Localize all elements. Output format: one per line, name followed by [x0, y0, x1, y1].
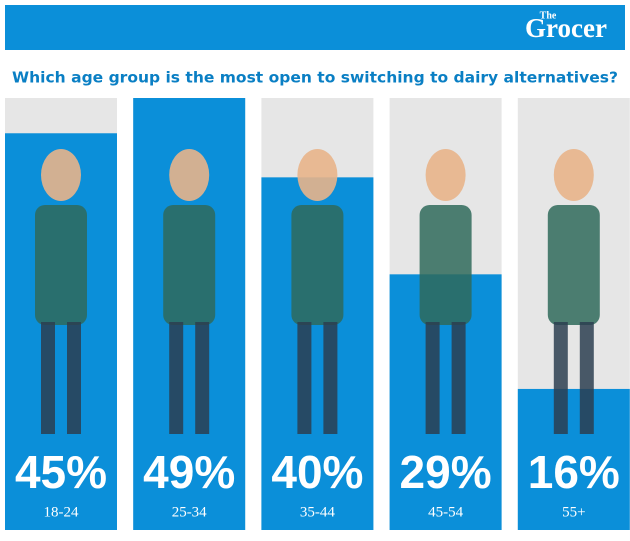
figure-leg: [425, 322, 440, 434]
value-label: 49%: [143, 446, 235, 498]
x-tick-label: 45-54: [428, 504, 463, 520]
value-label: 45%: [15, 446, 107, 498]
figure-leg: [169, 322, 184, 434]
x-tick-label: 35-44: [300, 504, 335, 520]
figure-leg: [323, 322, 338, 434]
figure-leg: [579, 322, 594, 434]
bar: [517, 388, 630, 530]
brand: Grocer: [525, 13, 607, 43]
figure-body: [419, 205, 472, 325]
value-label: 40%: [271, 446, 363, 498]
figure-leg: [553, 322, 568, 434]
figure-leg: [41, 322, 55, 434]
brand-prefix: The: [540, 10, 557, 21]
figure-leg: [195, 322, 210, 434]
figure-head: [425, 149, 466, 201]
figure-head: [553, 149, 594, 201]
header-bar: [5, 5, 625, 50]
figure-body: [35, 205, 87, 325]
figure-leg: [67, 322, 81, 434]
figure-head: [169, 149, 210, 201]
x-tick-label: 18-24: [44, 504, 79, 520]
figure-body: [163, 205, 216, 325]
x-tick-label: 25-34: [172, 504, 207, 520]
figure-body: [291, 205, 344, 325]
value-label: 16%: [528, 446, 620, 498]
figure-body: [547, 205, 600, 325]
x-tick-label: 55+: [562, 504, 585, 520]
chart-title: Which age group is the most open to swit…: [12, 69, 618, 87]
figure-leg: [451, 322, 466, 434]
value-label: 29%: [400, 446, 492, 498]
figure-head: [297, 149, 338, 201]
figure-head: [41, 149, 81, 201]
figure-leg: [297, 322, 312, 434]
